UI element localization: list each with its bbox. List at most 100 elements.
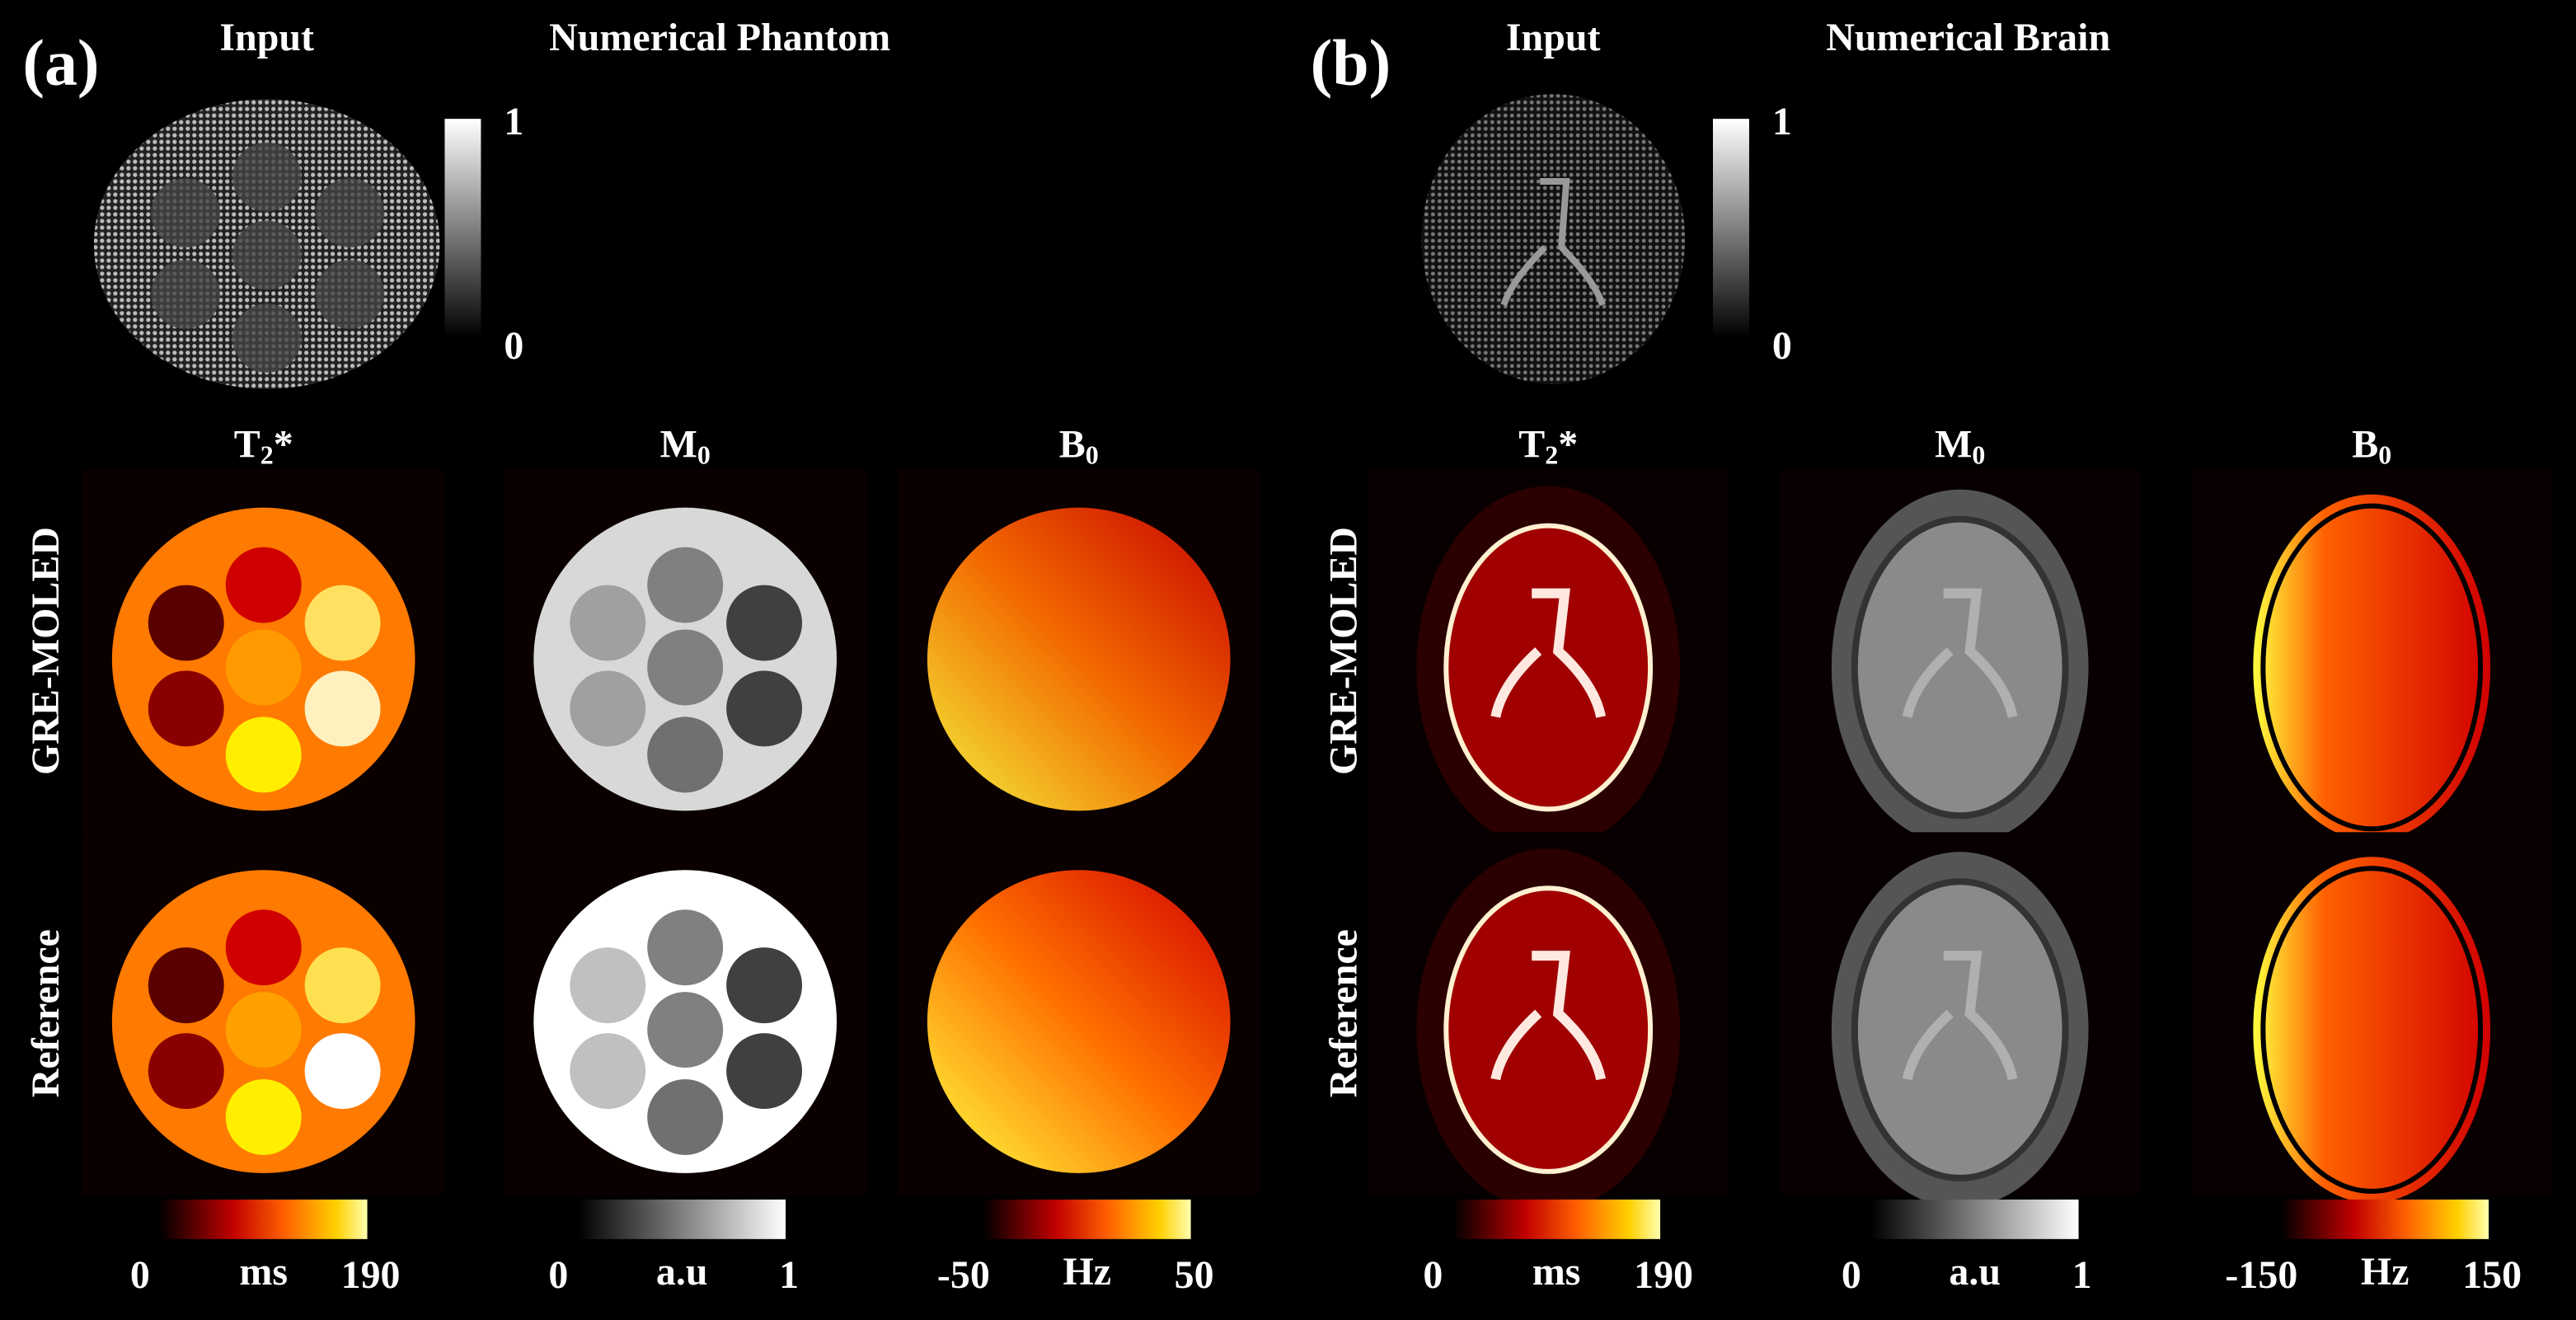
map-insert [148, 947, 224, 1024]
column-title: M0 [660, 423, 711, 470]
colorbar-unit: ms [239, 1250, 288, 1294]
ventricles [1902, 951, 2018, 1081]
colorbar-unit: ms [1532, 1250, 1581, 1294]
title-tail: * [1558, 423, 1578, 467]
colorbar-min: 0 [1772, 324, 1792, 368]
map-insert [225, 629, 302, 706]
colorbar-max: 190 [1634, 1253, 1693, 1297]
dataset-name: Numerical Brain [1826, 16, 2110, 59]
colorbar [2281, 1199, 2489, 1239]
dataset-name: Numerical Phantom [549, 16, 890, 59]
colorbar-min: 0 [130, 1253, 150, 1297]
column-title: T2* [234, 423, 293, 470]
brain-t2 [1443, 885, 1654, 1174]
map-insert [304, 1033, 381, 1109]
brain-m0 [1851, 515, 2069, 820]
title-sub: 0 [1086, 441, 1099, 470]
map-insert [647, 1079, 724, 1155]
map-insert [225, 1079, 302, 1155]
map-insert [570, 585, 646, 661]
map-insert [647, 909, 724, 986]
input-colorbar [444, 119, 481, 338]
map-insert [304, 947, 381, 1024]
ventricles [1490, 951, 1607, 1081]
map-insert [225, 716, 302, 793]
colorbar [1870, 1199, 2079, 1239]
title-sub: 0 [1972, 441, 1985, 470]
map-insert [726, 947, 803, 1024]
row-label: Reference [24, 929, 68, 1097]
title-main: B [1059, 423, 1086, 467]
map-insert [570, 1033, 646, 1109]
column-title: T2* [1518, 423, 1578, 470]
brain-b0 [2253, 857, 2491, 1203]
input-title: Input [219, 16, 314, 59]
title-sub: 2 [260, 441, 274, 470]
map-insert [726, 585, 803, 661]
colorbar-unit: Hz [1063, 1250, 1111, 1294]
map-insert [647, 547, 724, 623]
colorbar-max: 1 [779, 1253, 799, 1297]
title-sub: 2 [1545, 441, 1558, 470]
panel-label: (b) [1311, 27, 1391, 100]
map-insert [225, 547, 302, 623]
input-insert [315, 178, 385, 248]
colorbar-min: 0 [548, 1253, 568, 1297]
colorbar-unit: Hz [2361, 1250, 2409, 1294]
map-insert [304, 670, 381, 747]
input-ventricles [1500, 178, 1606, 307]
title-main: B [2352, 423, 2378, 467]
map-insert [570, 947, 646, 1024]
colorbar-min: 0 [1842, 1253, 1861, 1297]
b0-map [927, 507, 1231, 811]
colorbar-max: 190 [341, 1253, 401, 1297]
ventricles [1490, 588, 1607, 718]
map-insert [304, 585, 381, 661]
row-label: Reference [1321, 929, 1365, 1097]
title-sub: 0 [2378, 441, 2391, 470]
colorbar-min: -150 [2225, 1253, 2297, 1297]
row-label: GRE-MOLED [24, 527, 68, 775]
map-insert [647, 629, 724, 706]
brain-b0 [2253, 494, 2491, 841]
map-insert [726, 670, 803, 747]
colorbar [159, 1199, 368, 1239]
title-main: M [660, 423, 697, 467]
ventricles [1902, 588, 2018, 718]
colorbar [983, 1199, 1191, 1239]
colorbar-max: 1 [1772, 100, 1792, 143]
input-title: Input [1506, 16, 1601, 59]
colorbar-min: 0 [504, 324, 523, 368]
brain-m0 [1851, 878, 2069, 1181]
b0-map [927, 870, 1231, 1173]
colorbar-unit: a.u [1949, 1250, 2001, 1294]
brain-b0-ring [2260, 866, 2484, 1194]
colorbar-min: -50 [937, 1253, 990, 1297]
colorbar [1452, 1199, 1661, 1239]
colorbar-max: 150 [2462, 1253, 2522, 1297]
map-insert [647, 716, 724, 793]
colorbar-unit: a.u [656, 1250, 708, 1294]
map-insert [148, 1033, 224, 1109]
title-sub: 0 [697, 441, 711, 470]
column-title: B0 [2352, 423, 2391, 470]
map-insert [225, 992, 302, 1069]
input-image [1421, 94, 1686, 384]
colorbar-max: 1 [2072, 1253, 2092, 1297]
brain-b0-ring [2260, 503, 2484, 832]
panel-label: (a) [22, 27, 99, 100]
colorbar-max: 1 [504, 100, 523, 143]
input-insert [232, 142, 302, 212]
colorbar [578, 1199, 786, 1239]
column-title: B0 [1059, 423, 1099, 470]
input-insert [232, 220, 302, 290]
input-insert [232, 303, 302, 373]
column-title: M0 [1935, 423, 1985, 470]
map-insert [570, 670, 646, 747]
title-tail: * [274, 423, 293, 467]
title-main: T [234, 423, 260, 467]
row-label: GRE-MOLED [1321, 527, 1365, 775]
map-insert [225, 909, 302, 986]
